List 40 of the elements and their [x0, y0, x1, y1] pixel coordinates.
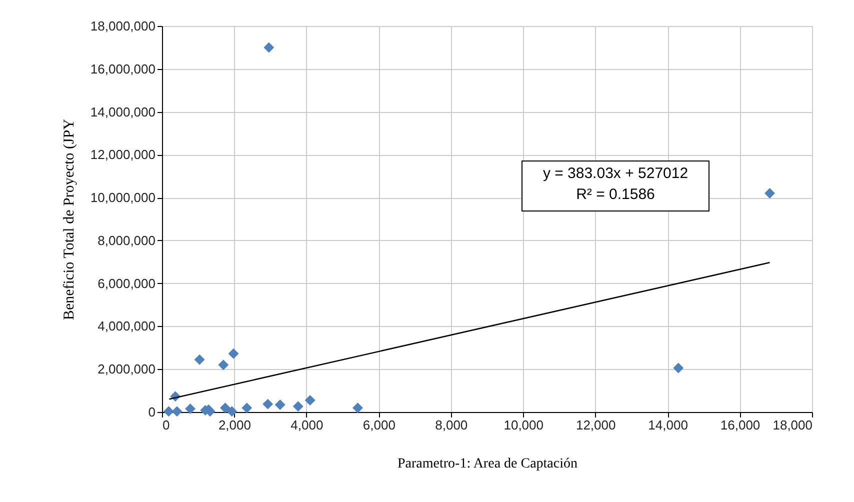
point	[220, 402, 230, 414]
y-axis-title: Beneficio Total de Proyecto (JPY	[61, 118, 78, 320]
y-tick-label: 8,000,000	[98, 232, 156, 248]
y-tick-label: 12,000,000	[90, 147, 156, 162]
point	[228, 348, 239, 359]
point	[194, 354, 205, 365]
point	[274, 399, 286, 410]
y-tick-label: 4,000,000	[98, 318, 156, 334]
point	[226, 406, 238, 417]
annotation: y = 383.03x + 527012 R² = 0.1586	[542, 165, 688, 203]
x-axis-title: Parametro-1: Area de Captación	[398, 456, 578, 472]
y-tick-label: 14,000,000	[90, 104, 156, 120]
x-tick-label: 6,000	[362, 418, 396, 432]
y-tick-label: 10,000,000	[90, 190, 156, 206]
x-tick-label: 14,000	[648, 418, 688, 432]
x-tick-label: 18,000	[772, 418, 812, 432]
point	[163, 406, 174, 417]
x-tick-label: 10,000	[504, 418, 544, 432]
x-tick-label: 12,000	[576, 418, 616, 432]
y-tick-label: 6,000,000	[98, 276, 156, 291]
x-tick-label: 2,000	[218, 418, 251, 432]
point	[764, 188, 775, 199]
y-tick-label: 2,000,000	[98, 362, 156, 377]
point	[673, 362, 684, 374]
point	[352, 402, 363, 414]
point	[264, 42, 274, 53]
x-tick-label: 4,000	[290, 418, 324, 432]
point	[218, 360, 229, 370]
x-tick-label: 0	[162, 418, 170, 432]
y-tick-label: 16,000,000	[90, 61, 156, 76]
point	[292, 401, 304, 412]
point	[185, 404, 196, 414]
x-tick-label: 16,000	[720, 418, 760, 432]
y-tick-label: 18,000,000	[90, 18, 156, 34]
point	[262, 398, 274, 410]
point	[172, 406, 182, 417]
x-tick-label: 8,000	[435, 418, 468, 432]
point	[304, 394, 316, 406]
y-tick-label: 0	[148, 404, 156, 420]
point	[242, 402, 252, 414]
